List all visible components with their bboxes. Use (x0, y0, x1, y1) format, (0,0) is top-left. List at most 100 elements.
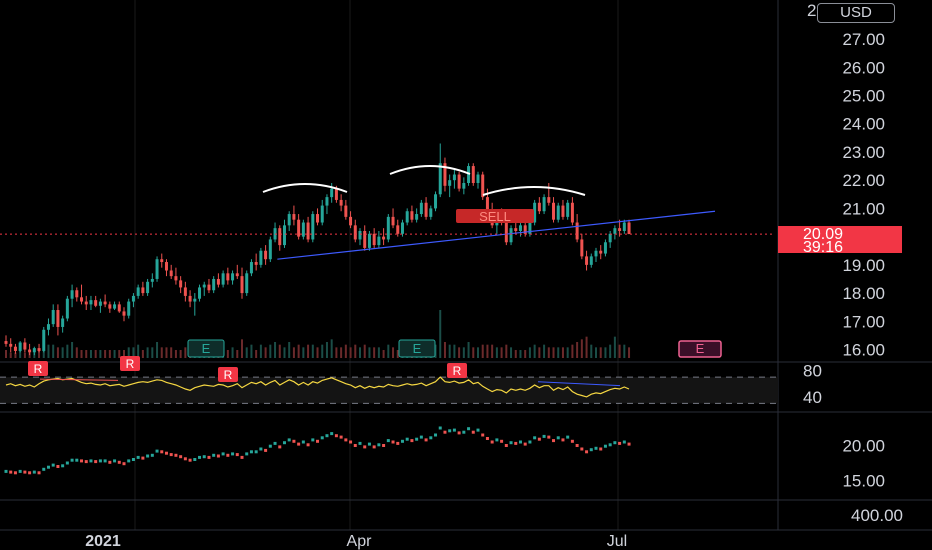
currency-button[interactable]: USD (817, 3, 895, 23)
candle-body[interactable] (434, 194, 438, 209)
candle-body[interactable] (103, 301, 107, 305)
candle-body[interactable] (457, 174, 461, 189)
candle-body[interactable] (504, 222, 508, 243)
candle-body[interactable] (618, 228, 622, 231)
candle-body[interactable] (443, 163, 447, 186)
candle-body[interactable] (122, 311, 126, 316)
candle-body[interactable] (75, 290, 79, 298)
candle-body[interactable] (221, 273, 225, 285)
candle-body[interactable] (164, 262, 168, 271)
candle-body[interactable] (311, 214, 315, 240)
candle-body[interactable] (467, 166, 471, 183)
candle-body[interactable] (405, 211, 409, 223)
candle-body[interactable] (566, 202, 570, 217)
candle-body[interactable] (32, 348, 36, 353)
candle-body[interactable] (282, 225, 286, 246)
candle-body[interactable] (377, 236, 381, 246)
candle-body[interactable] (419, 202, 423, 215)
candle-body[interactable] (278, 228, 282, 246)
rsi-flag[interactable] (447, 363, 467, 378)
candle-body[interactable] (386, 216, 390, 240)
candle-body[interactable] (61, 318, 65, 327)
shoulder-arc[interactable] (389, 165, 471, 175)
candle-body[interactable] (570, 202, 574, 223)
candle-body[interactable] (330, 188, 334, 198)
rsi-flag[interactable] (28, 361, 48, 376)
candle-body[interactable] (514, 228, 518, 231)
shoulder-arc[interactable] (262, 183, 348, 193)
candle-body[interactable] (37, 348, 41, 351)
candle-body[interactable] (155, 259, 159, 279)
candle-body[interactable] (561, 205, 565, 217)
candle-body[interactable] (268, 239, 272, 260)
candle-body[interactable] (169, 270, 173, 277)
candle-body[interactable] (391, 216, 395, 226)
candle-body[interactable] (9, 343, 13, 347)
candle-body[interactable] (80, 297, 84, 302)
sell-signal[interactable] (456, 209, 534, 223)
candle-body[interactable] (344, 205, 348, 217)
rsi-pane[interactable] (0, 376, 778, 404)
candle-body[interactable] (193, 298, 197, 302)
candle-body[interactable] (518, 225, 522, 231)
candle-body[interactable] (353, 225, 357, 240)
candle-body[interactable] (65, 298, 69, 319)
candle-body[interactable] (372, 233, 376, 246)
candle-body[interactable] (471, 166, 475, 183)
candle-body[interactable] (18, 342, 22, 351)
candle-body[interactable] (585, 256, 589, 265)
candle-body[interactable] (476, 174, 480, 183)
candle-body[interactable] (70, 290, 74, 299)
candle-body[interactable] (127, 301, 131, 316)
candle-body[interactable] (264, 250, 268, 260)
price-candles[interactable] (4, 143, 631, 356)
time-axis[interactable]: 2021 Apr Jul (85, 533, 627, 550)
candle-body[interactable] (410, 211, 414, 220)
candle-body[interactable] (4, 341, 8, 344)
candle-body[interactable] (415, 214, 419, 220)
candle-body[interactable] (216, 278, 220, 285)
candle-body[interactable] (23, 342, 27, 350)
candle-body[interactable] (13, 346, 17, 351)
candle-body[interactable] (56, 310, 60, 327)
candle-body[interactable] (136, 287, 140, 296)
candle-body[interactable] (349, 216, 353, 226)
candle-body[interactable] (292, 214, 296, 220)
candle-body[interactable] (89, 300, 93, 305)
shoulder-arc[interactable] (482, 186, 586, 196)
candle-body[interactable] (533, 202, 537, 223)
candle-body[interactable] (334, 188, 338, 200)
candle-body[interactable] (594, 250, 598, 257)
candle-body[interactable] (179, 280, 183, 288)
candle-body[interactable] (146, 281, 150, 294)
ratio-pane[interactable] (4, 426, 631, 475)
candle-body[interactable] (108, 304, 112, 309)
candle-body[interactable] (599, 250, 603, 254)
candle-body[interactable] (537, 202, 541, 212)
candle-body[interactable] (613, 228, 617, 234)
candle-body[interactable] (98, 301, 102, 306)
candle-body[interactable] (117, 304, 121, 312)
candle-body[interactable] (325, 197, 329, 206)
candle-body[interactable] (339, 199, 343, 206)
candle-body[interactable] (589, 256, 593, 265)
candle-body[interactable] (627, 222, 631, 235)
candle-body[interactable] (254, 262, 258, 265)
candle-body[interactable] (306, 222, 310, 240)
candle-body[interactable] (240, 276, 244, 294)
candle-body[interactable] (231, 273, 235, 281)
candle-body[interactable] (28, 349, 32, 353)
candle-body[interactable] (226, 273, 230, 281)
candle-body[interactable] (113, 304, 117, 309)
candle-body[interactable] (580, 239, 584, 257)
candle-body[interactable] (382, 236, 386, 240)
candle-body[interactable] (603, 242, 607, 254)
candle-body[interactable] (141, 287, 145, 294)
neckline-trendline[interactable] (277, 210, 716, 260)
earnings-marker[interactable] (398, 339, 436, 358)
candle-body[interactable] (174, 276, 178, 281)
candle-body[interactable] (462, 183, 466, 189)
earnings-marker[interactable] (187, 339, 225, 358)
candle-body[interactable] (297, 219, 301, 237)
candle-body[interactable] (481, 174, 485, 198)
